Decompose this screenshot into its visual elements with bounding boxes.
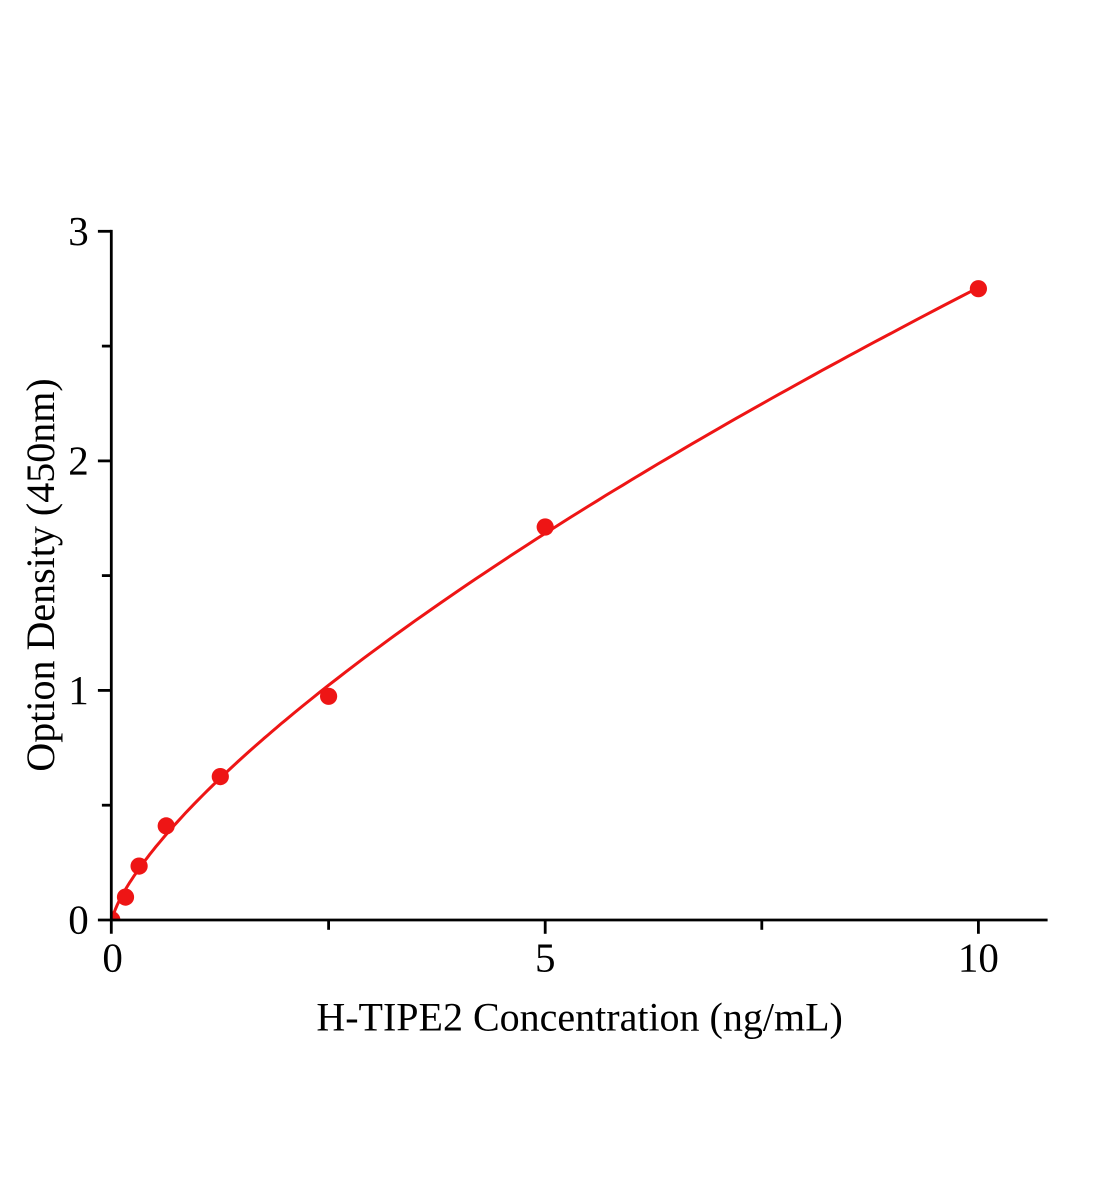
svg-text:5: 5 bbox=[535, 935, 556, 981]
svg-text:Option Density (450nm): Option Density (450nm) bbox=[18, 378, 63, 771]
svg-text:1: 1 bbox=[68, 667, 89, 713]
svg-text:0: 0 bbox=[102, 935, 123, 981]
svg-text:H-TIPE2 Concentration (ng/mL): H-TIPE2 Concentration (ng/mL) bbox=[316, 995, 843, 1040]
svg-text:3: 3 bbox=[68, 208, 89, 254]
svg-text:10: 10 bbox=[958, 935, 999, 981]
svg-text:2: 2 bbox=[68, 437, 89, 483]
svg-text:0: 0 bbox=[68, 896, 89, 942]
